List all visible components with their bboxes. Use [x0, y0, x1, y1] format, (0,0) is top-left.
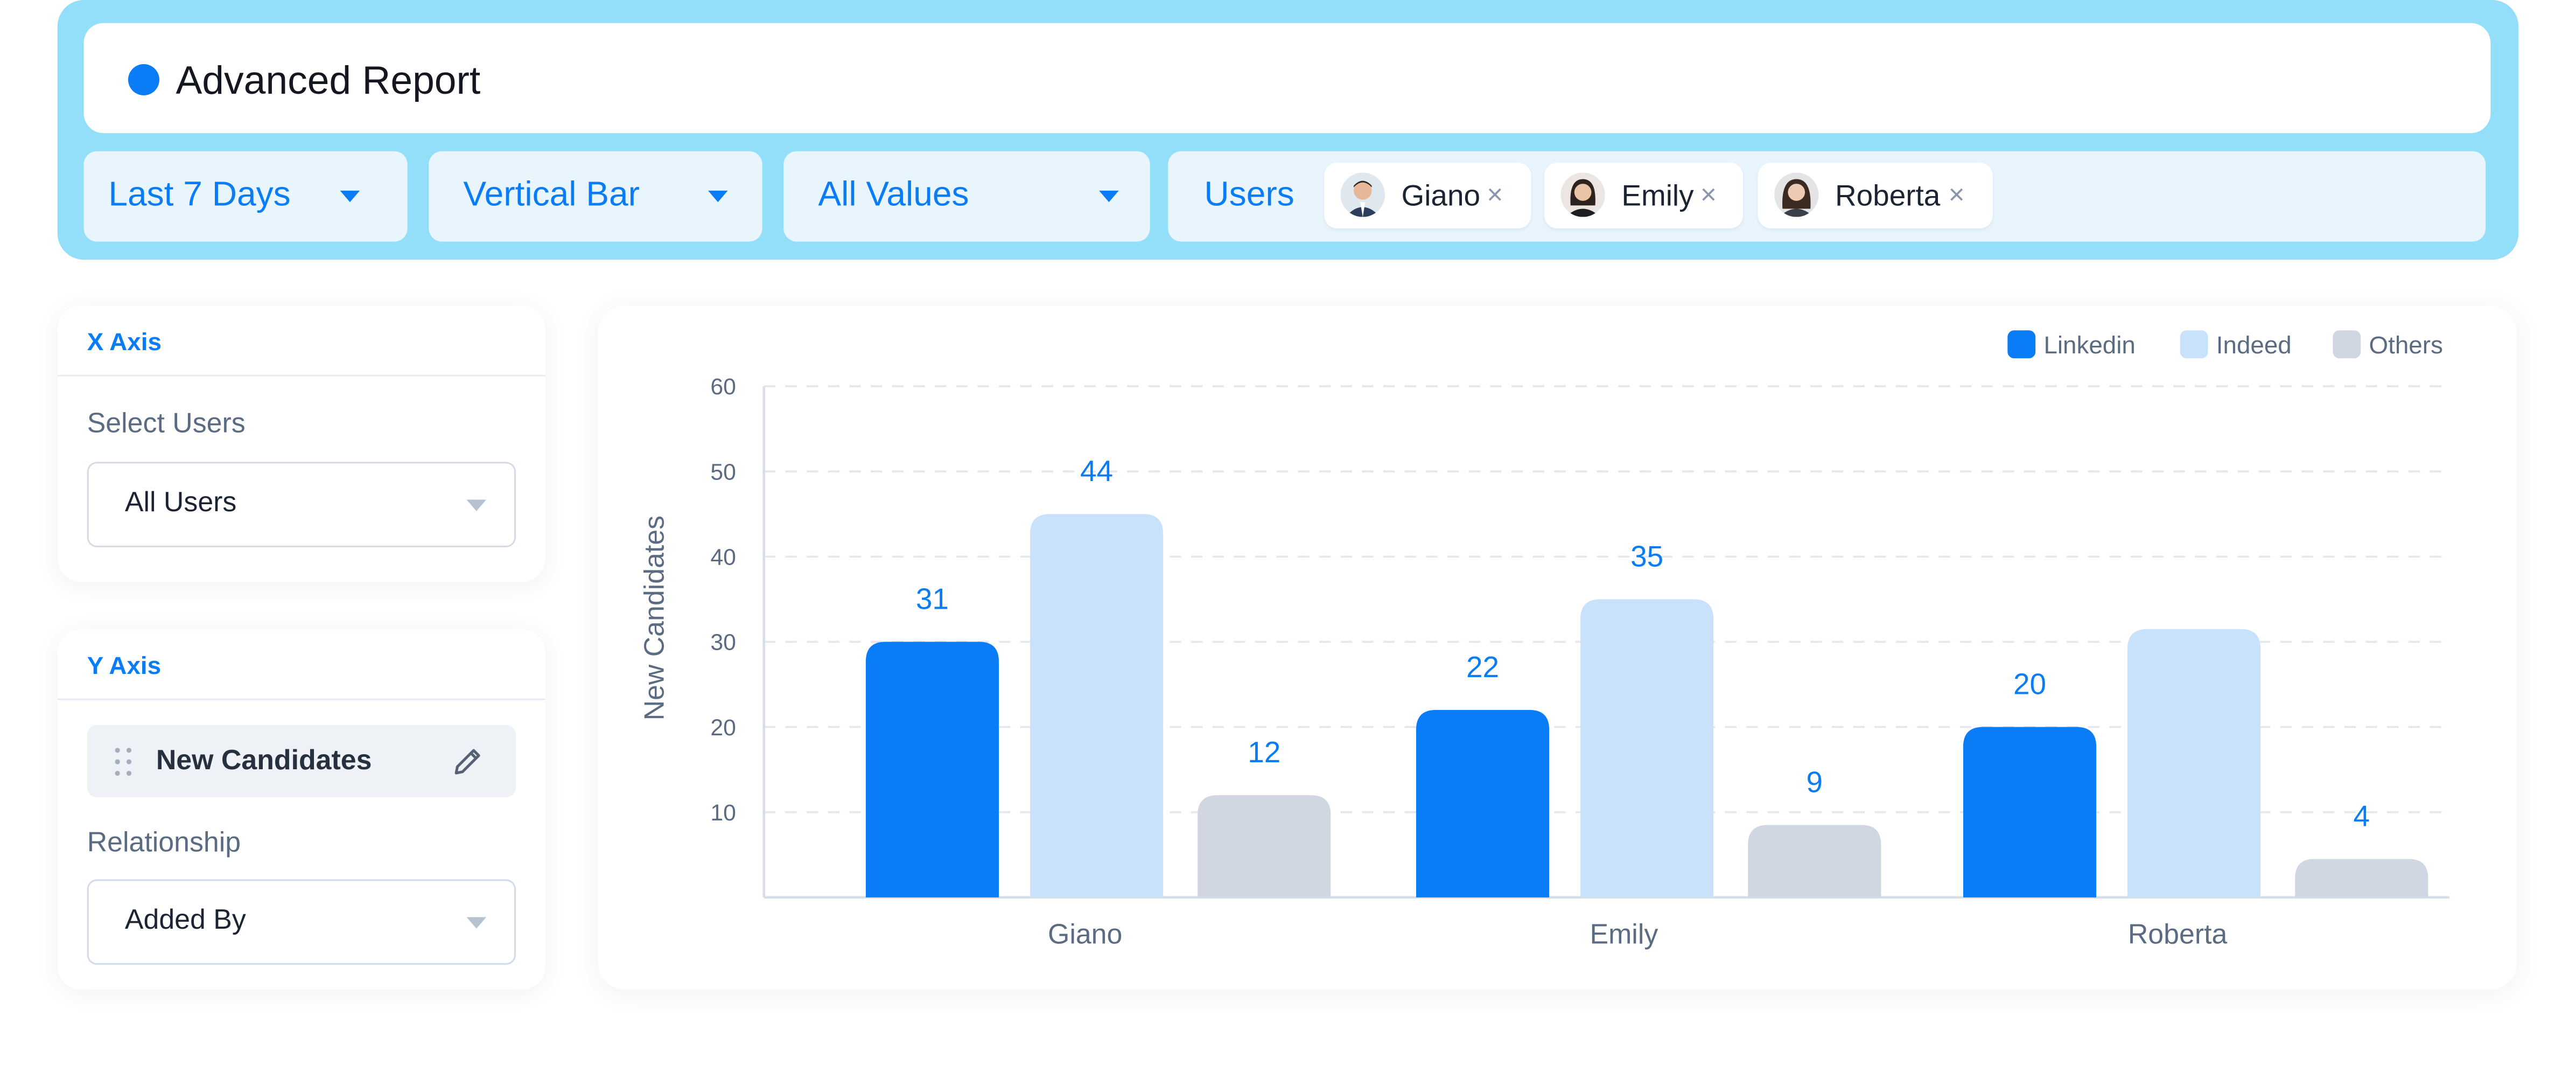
chart-type-label: Vertical Bar	[463, 176, 640, 214]
legend-swatch	[2180, 330, 2208, 359]
x-tick-label: Roberta	[2128, 918, 2228, 949]
chevron-down-icon	[466, 499, 487, 511]
data-label: 12	[1248, 735, 1280, 769]
date-range-dropdown[interactable]: Last 7 Days	[83, 151, 408, 242]
legend-label: Indeed	[2216, 331, 2292, 359]
select-users-label: Select Users	[87, 407, 246, 439]
relationship-dropdown[interactable]: Added By	[87, 879, 516, 965]
bar-linkedin-emily	[1416, 709, 1550, 897]
user-chip-giano[interactable]: Giano ×	[1324, 163, 1531, 229]
chip-name: Roberta	[1835, 179, 1941, 212]
y-axis-label: New Candidates	[639, 516, 670, 721]
select-users-dropdown[interactable]: All Users	[87, 462, 516, 547]
data-label: 31	[916, 582, 949, 615]
y-tick-label: 10	[710, 800, 736, 826]
chevron-down-icon	[1099, 190, 1119, 203]
y-tick-label: 30	[710, 630, 736, 656]
relationship-label: Relationship	[87, 826, 241, 858]
date-range-label: Last 7 Days	[108, 176, 291, 214]
users-filter-label: Users	[1204, 176, 1294, 214]
select-users-value: All Users	[124, 486, 237, 518]
chevron-down-icon	[340, 190, 360, 203]
y-tick-label: 60	[710, 374, 736, 400]
page-title: Advanced Report	[176, 59, 481, 104]
chevron-down-icon	[708, 190, 728, 203]
chip-name: Giano	[1401, 179, 1481, 212]
chevron-down-icon	[466, 917, 487, 929]
data-label: 22	[1466, 650, 1499, 684]
remove-icon[interactable]: ×	[1700, 179, 1717, 211]
chart-type-dropdown[interactable]: Vertical Bar	[429, 151, 762, 242]
bar-others-roberta	[2295, 859, 2428, 897]
data-label: 4	[2354, 799, 2370, 833]
y-axis-card: Y Axis New Candidates Relationship Added…	[57, 629, 545, 990]
bar-indeed-roberta	[2127, 629, 2261, 897]
relationship-value: Added By	[124, 904, 246, 936]
legend-swatch	[2007, 330, 2036, 359]
remove-icon[interactable]: ×	[1948, 179, 1965, 211]
chip-name: Emily	[1621, 179, 1694, 212]
x-tick-label: Emily	[1590, 918, 1658, 949]
values-dropdown[interactable]: All Values	[783, 151, 1150, 242]
y-tick-label: 40	[710, 545, 736, 570]
bar-indeed-giano	[1030, 514, 1164, 897]
bar-linkedin-giano	[865, 642, 999, 897]
drag-handle-icon[interactable]	[115, 748, 135, 777]
bar-chart: 10 20 30 40 50 60 New Candidates 31 44 12 Giano 22 3…	[639, 330, 2450, 949]
bar-others-emily	[1748, 825, 1881, 897]
divider	[57, 374, 545, 377]
remove-icon[interactable]: ×	[1487, 179, 1503, 211]
legend-swatch	[2333, 330, 2361, 359]
avatar	[1560, 172, 1605, 217]
y-tick-label: 20	[710, 715, 736, 741]
avatar	[1774, 172, 1819, 217]
data-label: 44	[1080, 454, 1113, 488]
data-label: 9	[1807, 765, 1823, 798]
title-bar	[83, 23, 2491, 134]
data-label: 35	[1630, 539, 1663, 573]
divider	[57, 698, 545, 700]
y-axis-title: Y Axis	[87, 652, 162, 681]
x-axis-title: X Axis	[87, 329, 162, 357]
measure-label: New Candidates	[156, 744, 372, 776]
user-chip-roberta[interactable]: Roberta ×	[1758, 163, 1993, 229]
legend-label: Others	[2369, 331, 2443, 359]
x-axis-card: X Axis Select Users All Users	[57, 305, 545, 582]
bar-indeed-emily	[1580, 599, 1714, 897]
bar-others-giano	[1198, 795, 1331, 897]
status-dot-icon	[128, 64, 159, 95]
measure-item[interactable]: New Candidates	[87, 725, 516, 797]
values-label: All Values	[818, 176, 969, 214]
chart-card: 10 20 30 40 50 60 New Candidates 31 44 12 Giano 22 3…	[598, 305, 2517, 990]
avatar	[1340, 172, 1385, 217]
legend-label: Linkedin	[2043, 331, 2135, 359]
bar-linkedin-roberta	[1963, 727, 2097, 897]
x-tick-label: Giano	[1048, 918, 1122, 949]
user-chip-emily[interactable]: Emily ×	[1544, 163, 1744, 229]
y-tick-label: 50	[710, 459, 736, 485]
pencil-icon[interactable]	[450, 743, 486, 779]
data-label: 20	[2013, 667, 2046, 701]
